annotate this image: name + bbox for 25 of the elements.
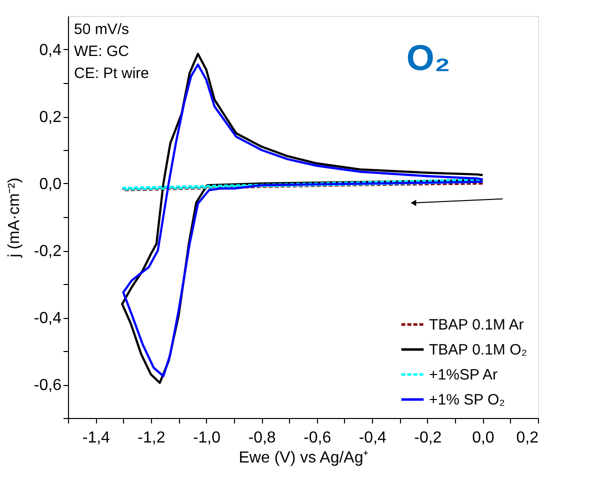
- y-tick-label: -0,4: [34, 310, 62, 327]
- x-tick-label: -0,6: [304, 430, 332, 446]
- y-axis-title: j (mA·cm⁻²): [6, 178, 23, 258]
- y-tick-label: -0,2: [34, 243, 62, 260]
- y-tick-label: 0,2: [39, 109, 62, 126]
- x-axis-title: Ewe (V) vs Ag/Ag⁺: [238, 450, 368, 466]
- y-tick-label: -0,6: [34, 377, 62, 394]
- legend-label: +1% SP O₂: [429, 392, 506, 408]
- legend-label: +1%SP Ar: [429, 366, 498, 384]
- x-tick-label: -0,2: [414, 430, 442, 446]
- x-tick-label: -1,4: [82, 430, 110, 446]
- legend-label: TBAP 0.1M Ar: [429, 316, 524, 334]
- x-tick-label: -1,2: [138, 430, 166, 446]
- x-tick-label: -1,0: [192, 430, 221, 446]
- annotation: CE: Pt wire: [74, 65, 150, 82]
- y-tick-label: 0,0: [39, 176, 62, 193]
- annotation: WE: GC: [74, 43, 130, 60]
- x-tick-label: -0,8: [248, 430, 276, 446]
- x-tick-label: -0,4: [358, 430, 386, 446]
- x-tick-label: 0,0: [472, 430, 494, 446]
- legend-label: TBAP 0.1M O₂: [429, 342, 528, 358]
- y-tick-label: 0,4: [39, 42, 62, 59]
- annotation: 50 mV/s: [74, 21, 130, 38]
- annotation: O₂: [406, 37, 450, 78]
- x-tick-label: 0,2: [516, 430, 539, 446]
